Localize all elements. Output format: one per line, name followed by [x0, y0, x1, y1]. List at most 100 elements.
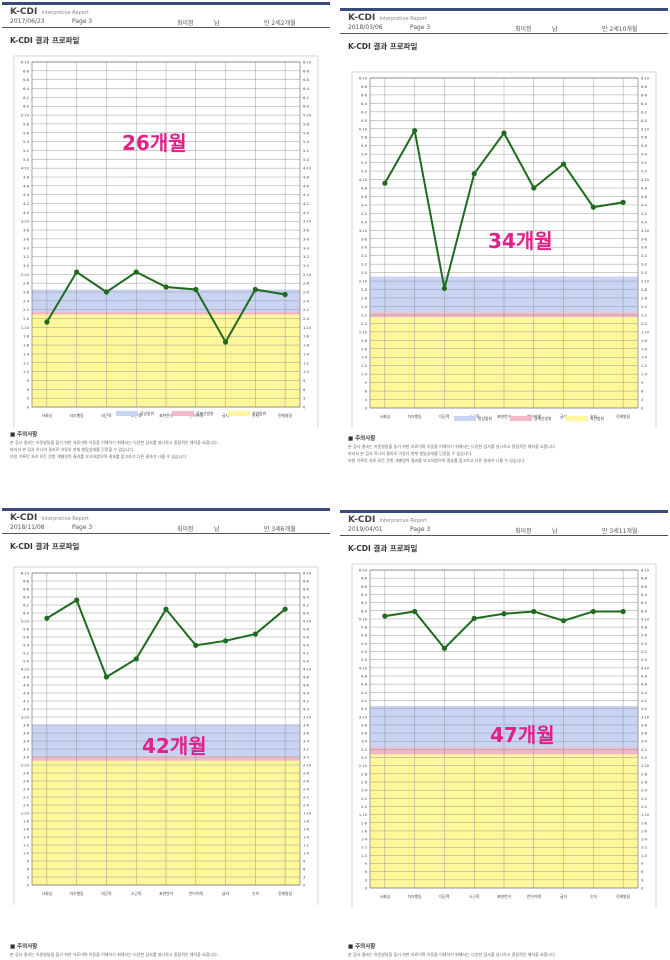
- right-tick-label: 3-0: [303, 756, 310, 760]
- score-point: [222, 638, 229, 644]
- left-tick-label: 6-0: [23, 105, 30, 109]
- right-tick-label: 1-0: [641, 854, 648, 858]
- right-tick-label: 3-2: [303, 255, 309, 259]
- left-tick-label: 5-10: [359, 127, 368, 131]
- left-tick-label: 5-0: [23, 158, 30, 162]
- right-tick-label: 2-2: [303, 796, 309, 800]
- left-tick-label: 4-0: [23, 708, 30, 712]
- notes-title: ■ 주의사항: [348, 436, 376, 442]
- brand-name: K-CDI: [348, 515, 376, 525]
- right-tick-label: 9: [641, 381, 644, 385]
- category-label: 자조행동: [408, 894, 422, 899]
- left-tick-label: 6-10: [359, 77, 368, 81]
- right-tick-label: 2-0: [641, 805, 648, 809]
- right-tick-label: 4-4: [303, 193, 310, 197]
- header-divider: [2, 27, 330, 28]
- right-tick-label: 5-2: [303, 149, 309, 153]
- right-tick-label: 1-0: [641, 373, 648, 377]
- left-tick-label: 6-10: [21, 61, 30, 65]
- right-tick-label: 5-6: [641, 634, 648, 638]
- header-divider: [2, 533, 330, 534]
- age-label: 47개월: [490, 723, 555, 747]
- category-label: 표현언어: [497, 414, 511, 419]
- right-tick-label: 2-4: [303, 299, 310, 303]
- age-label: 42개월: [142, 734, 207, 758]
- left-tick-label: 3-6: [361, 246, 368, 250]
- legend-label: 정상범위: [478, 416, 492, 421]
- left-tick-label: 4-8: [23, 176, 30, 180]
- score-point: [441, 285, 448, 292]
- right-tick-label: 2-10: [303, 273, 312, 277]
- score-point: [193, 286, 199, 293]
- right-tick-label: 3-6: [303, 732, 310, 736]
- right-tick-label: 1-2: [641, 846, 647, 850]
- right-tick-label: 2-8: [641, 288, 648, 292]
- left-tick-label: 4-10: [359, 178, 368, 182]
- right-tick-label: 3-8: [303, 724, 310, 728]
- brand-logo: K-CDI Interpretive Report: [348, 515, 427, 525]
- category-label: 숫자: [590, 894, 597, 899]
- left-tick-label: 6-4: [361, 593, 368, 597]
- right-tick-label: 0: [641, 407, 644, 411]
- left-tick-label: 5-2: [361, 161, 367, 165]
- left-tick-label: 1-8: [361, 339, 368, 343]
- right-tick-label: 1-10: [641, 813, 650, 817]
- right-tick-label: 6-2: [303, 96, 309, 100]
- left-tick-label: 6: [365, 870, 368, 874]
- category-label: 사회성: [42, 413, 53, 418]
- category-label: 글자: [560, 894, 567, 899]
- right-tick-label: 1-6: [641, 347, 648, 351]
- left-tick-label: 1-10: [21, 812, 30, 816]
- score-point: [222, 339, 229, 345]
- right-tick-label: 3: [641, 398, 643, 402]
- score-point: [382, 613, 388, 619]
- left-tick-label: 5-10: [359, 617, 368, 621]
- left-tick-label: 6-8: [361, 577, 368, 581]
- right-tick-label: 5-4: [641, 642, 648, 646]
- score-point: [282, 291, 288, 298]
- left-tick-label: 3-6: [23, 732, 30, 736]
- left-tick-label: 1-2: [361, 846, 367, 850]
- right-tick-label: 4-8: [303, 176, 310, 180]
- right-tick-label: 6-4: [303, 87, 310, 91]
- left-tick-label: 3: [27, 397, 29, 401]
- report-panel-42m: K-CDI Interpretive Report 2018/11/08 Page 3…: [2, 508, 330, 958]
- left-tick-label: 3-8: [361, 237, 368, 241]
- left-tick-label: 3-4: [23, 740, 30, 744]
- legend-label: 경계선범위: [534, 416, 551, 421]
- right-tick-label: 3-0: [641, 756, 648, 760]
- left-tick-label: 4-2: [361, 212, 367, 216]
- right-tick-label: 9: [303, 860, 306, 864]
- brand-subtitle: Interpretive Report: [41, 516, 89, 522]
- right-tick-label: 5-2: [641, 650, 647, 654]
- right-tick-label: 6-4: [641, 102, 648, 106]
- score-point: [531, 608, 537, 615]
- left-tick-label: 2-4: [23, 788, 30, 792]
- category-label: 숫자: [252, 891, 259, 896]
- left-tick-label: 4-2: [361, 699, 367, 703]
- right-tick-label: 1-4: [641, 838, 648, 842]
- score-point: [501, 611, 507, 617]
- header-bar: [2, 2, 330, 5]
- left-tick-label: 6-0: [361, 119, 368, 123]
- child-age: 만 2세10개월: [602, 26, 638, 33]
- right-tick-label: 1-8: [303, 820, 310, 824]
- left-tick-label: 0: [27, 884, 30, 888]
- right-tick-label: 6-6: [641, 585, 648, 589]
- right-tick-label: 1-8: [641, 821, 648, 825]
- legend-swatch: [228, 411, 250, 416]
- category-label: 소근육: [131, 891, 142, 896]
- category-label: 대근육: [101, 413, 112, 418]
- brand-name: K-CDI: [10, 513, 38, 523]
- right-tick-label: 5-6: [303, 131, 310, 135]
- right-tick-label: 2-6: [303, 291, 310, 295]
- right-tick-label: 5-10: [641, 127, 650, 131]
- left-tick-label: 4-0: [361, 707, 368, 711]
- right-tick-label: 2-4: [303, 788, 310, 792]
- plot-border: [369, 77, 639, 409]
- left-tick-label: 1-6: [23, 344, 30, 348]
- right-tick-label: 3-10: [303, 716, 312, 720]
- category-label: 숫자: [252, 413, 259, 418]
- score-point: [252, 631, 258, 637]
- category-label: 표현언어: [159, 891, 173, 896]
